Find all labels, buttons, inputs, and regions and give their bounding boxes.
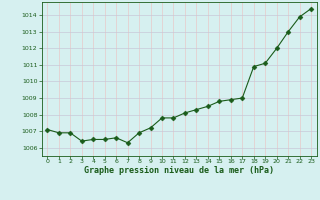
X-axis label: Graphe pression niveau de la mer (hPa): Graphe pression niveau de la mer (hPa) xyxy=(84,166,274,175)
